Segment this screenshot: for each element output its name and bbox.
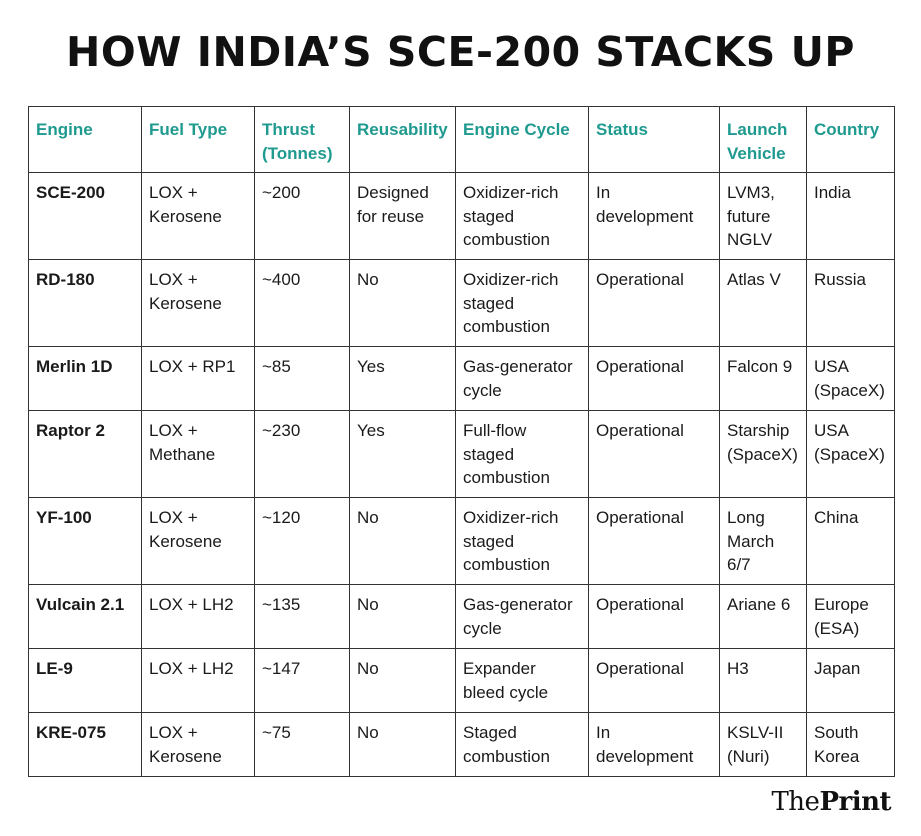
country-cell: Japan (806, 648, 895, 713)
table-row: Raptor 2 LOX + Methane ~230 Yes Full-flo… (28, 410, 895, 498)
status-cell: In development (588, 172, 720, 260)
launch-vehicle-cell: Falcon 9 (719, 346, 807, 411)
table-row: Vulcain 2.1 LOX + LH2 ~135 No Gas-genera… (28, 584, 895, 649)
column-header-thrust: Thrust (Tonnes) (254, 106, 350, 173)
launch-vehicle-cell: Atlas V (719, 259, 807, 347)
thrust-cell: ~135 (254, 584, 350, 649)
page-title: HOW INDIA’S SCE-200 STACKS UP (66, 28, 855, 76)
table-row: RD-180 LOX + Kerosene ~400 No Oxidizer-r… (28, 259, 895, 347)
fuel-type-cell: LOX + Kerosene (141, 259, 255, 347)
thrust-cell: ~85 (254, 346, 350, 411)
fuel-type-cell: LOX + LH2 (141, 648, 255, 713)
fuel-type-cell: LOX + Kerosene (141, 172, 255, 260)
reusability-cell: Designed for reuse (349, 172, 456, 260)
launch-vehicle-cell: Ariane 6 (719, 584, 807, 649)
column-header-launch-vehicle: Launch Vehicle (719, 106, 807, 173)
engine-cycle-cell: Expander bleed cycle (455, 648, 589, 713)
thrust-cell: ~400 (254, 259, 350, 347)
engine-cycle-cell: Oxidizer-rich staged combustion (455, 172, 589, 260)
column-header-fuel-type: Fuel Type (141, 106, 255, 173)
logo-print-text: Print (819, 787, 891, 817)
reusability-cell: No (349, 712, 456, 777)
engine-cycle-cell: Oxidizer-rich staged combustion (455, 259, 589, 347)
table-row: Merlin 1D LOX + RP1 ~85 Yes Gas-generato… (28, 346, 895, 411)
reusability-cell: Yes (349, 346, 456, 411)
launch-vehicle-cell: LVM3, future NGLV (719, 172, 807, 260)
launch-vehicle-cell: Starship (SpaceX) (719, 410, 807, 498)
country-cell: Europe (ESA) (806, 584, 895, 649)
country-cell: China (806, 497, 895, 585)
table-row: SCE-200 LOX + Kerosene ~200 Designed for… (28, 172, 895, 260)
thrust-cell: ~200 (254, 172, 350, 260)
status-cell: Operational (588, 648, 720, 713)
reusability-cell: No (349, 497, 456, 585)
column-header-status: Status (588, 106, 720, 173)
fuel-type-cell: LOX + Kerosene (141, 712, 255, 777)
column-header-engine: Engine (28, 106, 142, 173)
launch-vehicle-cell: Long March 6/7 (719, 497, 807, 585)
thrust-cell: ~230 (254, 410, 350, 498)
fuel-type-cell: LOX + LH2 (141, 584, 255, 649)
country-cell: USA (SpaceX) (806, 410, 895, 498)
engine-cycle-cell: Full-flow staged combustion (455, 410, 589, 498)
thrust-cell: ~75 (254, 712, 350, 777)
thrust-cell: ~147 (254, 648, 350, 713)
engine-cycle-cell: Staged combustion (455, 712, 589, 777)
fuel-type-cell: LOX + RP1 (141, 346, 255, 411)
engine-cell: LE-9 (28, 648, 142, 713)
comparison-table: Engine Fuel Type Thrust (Tonnes) Reusabi… (28, 106, 895, 777)
engine-cycle-cell: Oxidizer-rich staged combustion (455, 497, 589, 585)
engine-cell: KRE-075 (28, 712, 142, 777)
reusability-cell: No (349, 648, 456, 713)
engine-cycle-cell: Gas-generator cycle (455, 346, 589, 411)
fuel-type-cell: LOX + Kerosene (141, 497, 255, 585)
engine-cell: Merlin 1D (28, 346, 142, 411)
country-cell: USA (SpaceX) (806, 346, 895, 411)
status-cell: Operational (588, 410, 720, 498)
reusability-cell: No (349, 259, 456, 347)
reusability-cell: Yes (349, 410, 456, 498)
theprint-logo: ThePrint (771, 787, 891, 817)
column-header-reusability: Reusability (349, 106, 456, 173)
header-row: Engine Fuel Type Thrust (Tonnes) Reusabi… (28, 106, 895, 173)
column-header-engine-cycle: Engine Cycle (455, 106, 589, 173)
engine-cycle-cell: Gas-generator cycle (455, 584, 589, 649)
table-row: YF-100 LOX + Kerosene ~120 No Oxidizer-r… (28, 497, 895, 585)
fuel-type-cell: LOX + Methane (141, 410, 255, 498)
status-cell: Operational (588, 584, 720, 649)
status-cell: In development (588, 712, 720, 777)
launch-vehicle-cell: H3 (719, 648, 807, 713)
column-header-country: Country (806, 106, 895, 173)
country-cell: Russia (806, 259, 895, 347)
logo-the-text: The (771, 787, 820, 817)
status-cell: Operational (588, 259, 720, 347)
country-cell: India (806, 172, 895, 260)
table-row: LE-9 LOX + LH2 ~147 No Expander bleed cy… (28, 648, 895, 713)
reusability-cell: No (349, 584, 456, 649)
engine-cell: RD-180 (28, 259, 142, 347)
launch-vehicle-cell: KSLV-II (Nuri) (719, 712, 807, 777)
table-row: KRE-075 LOX + Kerosene ~75 No Staged com… (28, 712, 895, 777)
engine-cell: YF-100 (28, 497, 142, 585)
thrust-cell: ~120 (254, 497, 350, 585)
engine-cell: SCE-200 (28, 172, 142, 260)
engine-cell: Raptor 2 (28, 410, 142, 498)
country-cell: South Korea (806, 712, 895, 777)
status-cell: Operational (588, 497, 720, 585)
engine-cell: Vulcain 2.1 (28, 584, 142, 649)
status-cell: Operational (588, 346, 720, 411)
